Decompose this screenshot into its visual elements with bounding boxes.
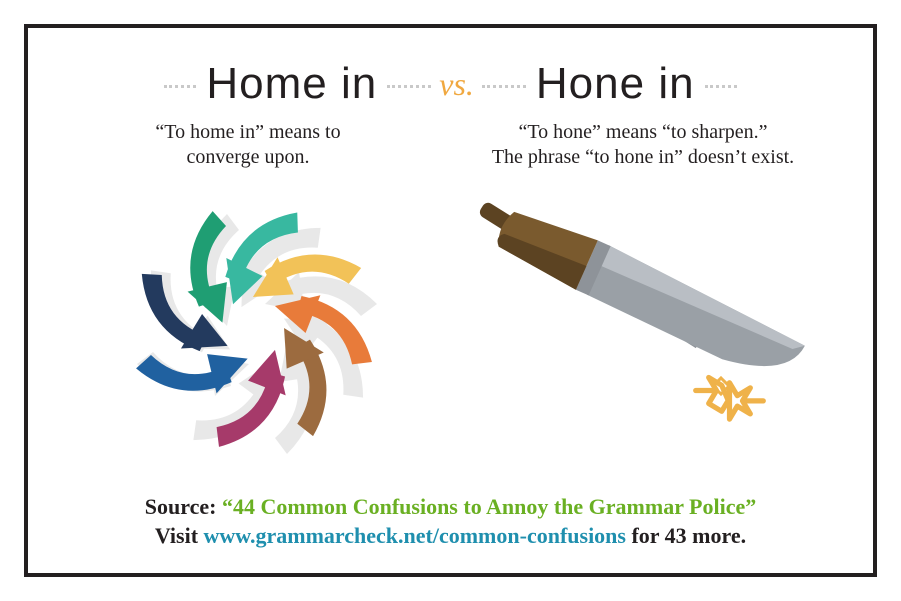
header-row: Home in vs. Hone in — [28, 56, 873, 112]
right-desc-line2: The phrase “to hone in” doesn’t exist. — [492, 146, 794, 168]
vs-label: vs. — [431, 66, 482, 103]
source-title: “44 Common Confusions to Annoy the Gramm… — [222, 494, 756, 519]
right-heading: Hone in — [526, 59, 705, 109]
arrows-svg — [98, 178, 408, 478]
left-heading: Home in — [196, 59, 387, 109]
sparkle-icon — [696, 378, 764, 420]
visit-prefix: Visit — [155, 523, 204, 548]
source-link[interactable]: www.grammarcheck.net/common-confusions — [204, 523, 626, 548]
knife-sharpen-illustration — [453, 168, 833, 448]
visit-suffix: for 43 more. — [626, 523, 746, 548]
divider-dots — [164, 85, 196, 88]
knife-svg — [453, 168, 833, 448]
right-heading-text: Hone in — [536, 59, 695, 108]
divider-dots — [705, 85, 737, 88]
infographic-frame: Home in vs. Hone in “To home in” means t… — [24, 24, 877, 577]
left-desc-line1: “To home in” means to — [155, 121, 340, 143]
left-desc-line2: converge upon. — [187, 146, 310, 168]
right-description: “To hone” means “to sharpen.” The phrase… — [453, 120, 833, 170]
divider-dots — [482, 85, 526, 88]
footer-attribution: Source: “44 Common Confusions to Annoy t… — [28, 492, 873, 551]
right-desc-line1: “To hone” means “to sharpen.” — [518, 121, 767, 143]
left-description: “To home in” means to converge upon. — [68, 120, 428, 170]
divider-dots — [387, 85, 431, 88]
left-heading-text: Home in — [206, 59, 377, 108]
source-label: Source: — [145, 494, 222, 519]
converging-arrows-illustration — [98, 178, 408, 478]
chef-knife-icon — [489, 203, 809, 388]
